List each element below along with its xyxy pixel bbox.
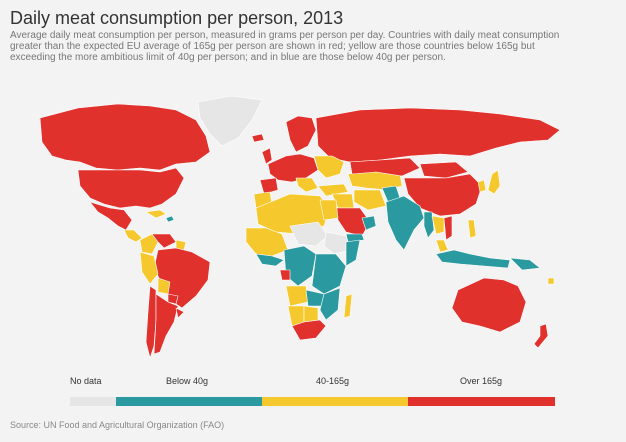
- region-mozambique: [319, 287, 341, 321]
- region-japan: [487, 169, 501, 195]
- region-caribbean: [145, 209, 167, 219]
- region-uruguay: [175, 307, 185, 319]
- legend-label-below-40g: Below 40g: [166, 376, 209, 386]
- region-canada: [39, 103, 211, 171]
- region-argentina: [153, 293, 179, 355]
- region-egypt: [319, 199, 339, 221]
- region-botswana: [303, 305, 319, 323]
- region-central-america: [123, 229, 143, 243]
- region-myanmar: [423, 211, 435, 239]
- legend-label-over-165g: Over 165g: [460, 376, 503, 386]
- region-china: [403, 173, 483, 217]
- region-east-africa: [311, 253, 347, 295]
- region-western-europe: [267, 153, 319, 183]
- legend-swatch-40-165g: [262, 397, 408, 406]
- legend-swatch-no-data: [70, 397, 116, 406]
- region-australia: [451, 277, 527, 333]
- region-uk: [261, 147, 273, 165]
- region-eastern-europe: [313, 155, 345, 179]
- legend-label-40-165g: 40-165g: [316, 376, 350, 386]
- world-map-svg: [39, 95, 561, 359]
- region-chad-sudan: [289, 221, 329, 247]
- region-turkey: [317, 183, 349, 197]
- region-mongolia: [419, 161, 469, 179]
- region-indonesia: [435, 249, 511, 269]
- region-russia: [315, 107, 561, 163]
- region-iberia: [259, 177, 279, 195]
- world-map: [0, 90, 626, 365]
- region-pacific-islands: [547, 277, 555, 285]
- region-gabon: [279, 269, 291, 281]
- region-ethiopia: [323, 231, 351, 255]
- region-scandinavia: [285, 115, 317, 153]
- region-thailand-laos: [431, 215, 445, 235]
- region-south-africa: [291, 319, 327, 341]
- region-somalia: [345, 239, 361, 267]
- region-peru: [139, 251, 159, 285]
- region-new-guinea: [509, 257, 541, 271]
- region-madagascar: [343, 293, 353, 319]
- legend: No data Below 40g 40-165g Over 165g: [30, 376, 555, 411]
- chart-title: Daily meat consumption per person, 2013: [10, 8, 344, 28]
- region-kazakhstan: [349, 157, 421, 177]
- region-vietnam: [443, 215, 453, 241]
- region-venezuela: [151, 233, 177, 249]
- region-iceland: [251, 133, 265, 143]
- region-angola: [285, 285, 309, 307]
- region-caribbean-east: [165, 215, 175, 223]
- legend-label-no-data: No data: [70, 376, 102, 386]
- legend-swatch-over-165g: [408, 397, 555, 406]
- region-iran: [353, 189, 387, 211]
- region-gulf: [361, 215, 377, 231]
- source-note: Source: UN Food and Agricultural Organiz…: [10, 420, 225, 430]
- region-greenland: [197, 95, 263, 147]
- region-usa: [77, 167, 185, 209]
- chart-subtitle: Average daily meat consumption per perso…: [10, 30, 560, 63]
- legend-swatch-below-40g: [116, 397, 262, 406]
- region-balkans: [295, 177, 319, 193]
- region-korea: [477, 179, 487, 193]
- region-colombia: [139, 233, 159, 255]
- region-west-africa: [245, 227, 289, 257]
- region-philippines: [467, 219, 477, 239]
- region-west-africa-coast: [255, 253, 285, 267]
- region-paraguay: [167, 293, 179, 305]
- region-new-zealand: [533, 323, 549, 349]
- region-south-asia: [385, 195, 425, 251]
- region-malaysia: [435, 239, 449, 253]
